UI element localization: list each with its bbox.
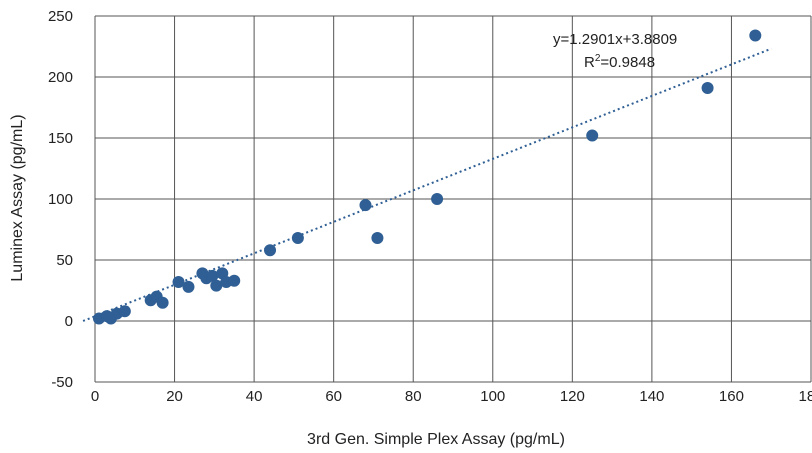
- x-tick-label: 20: [166, 388, 183, 405]
- data-point: [749, 29, 762, 42]
- x-tick-label: 120: [560, 388, 585, 405]
- data-point: [264, 244, 277, 257]
- grid: [94, 15, 812, 383]
- data-point: [359, 199, 372, 212]
- x-tick-label: 80: [405, 388, 422, 405]
- r-squared: R2=0.9848: [584, 53, 655, 71]
- x-tick-label: 160: [719, 388, 744, 405]
- x-tick-label: 60: [325, 388, 342, 405]
- trendline-equation: y=1.2901x+3.8809: [553, 31, 677, 48]
- x-tick-label: 100: [480, 388, 505, 405]
- data-point: [182, 280, 195, 293]
- data-point: [291, 232, 304, 245]
- x-tick-label: 40: [246, 388, 263, 405]
- y-tick-label: 100: [48, 191, 73, 208]
- data-point: [172, 275, 185, 288]
- x-tick-label: 0: [91, 388, 99, 405]
- data-point: [228, 274, 241, 287]
- x-tick-label: 140: [639, 388, 664, 405]
- data-point: [206, 269, 219, 282]
- data-point: [586, 129, 599, 142]
- y-tick-label: 250: [48, 8, 73, 25]
- r-squared-superscript: 2: [595, 53, 601, 64]
- data-point: [210, 279, 223, 292]
- x-axis-title: 3rd Gen. Simple Plex Assay (pg/mL): [307, 431, 565, 448]
- data-point: [118, 305, 131, 318]
- x-tick-label: 180: [798, 388, 812, 405]
- y-tick-label: 50: [56, 252, 73, 269]
- r-squared-label: R: [584, 54, 595, 71]
- y-tick-label: 200: [48, 69, 73, 86]
- data-point: [701, 81, 714, 94]
- y-axis-title: Luminex Assay (pg/mL): [9, 114, 26, 281]
- data-point: [431, 193, 444, 205]
- y-tick-labels: -50 0 50 100 150 200 250: [48, 8, 73, 391]
- trendline: [82, 47, 772, 322]
- y-tick-label: -50: [51, 374, 73, 391]
- data-points: [92, 29, 762, 325]
- y-tick-label: 0: [65, 313, 73, 330]
- r-squared-value: =0.9848: [600, 54, 655, 71]
- data-point: [156, 296, 169, 309]
- y-tick-label: 150: [48, 130, 73, 147]
- x-tick-labels: 0 20 40 60 80 100 120 140 160 180: [91, 388, 812, 405]
- data-point: [371, 232, 384, 245]
- trendline-group: [82, 47, 772, 322]
